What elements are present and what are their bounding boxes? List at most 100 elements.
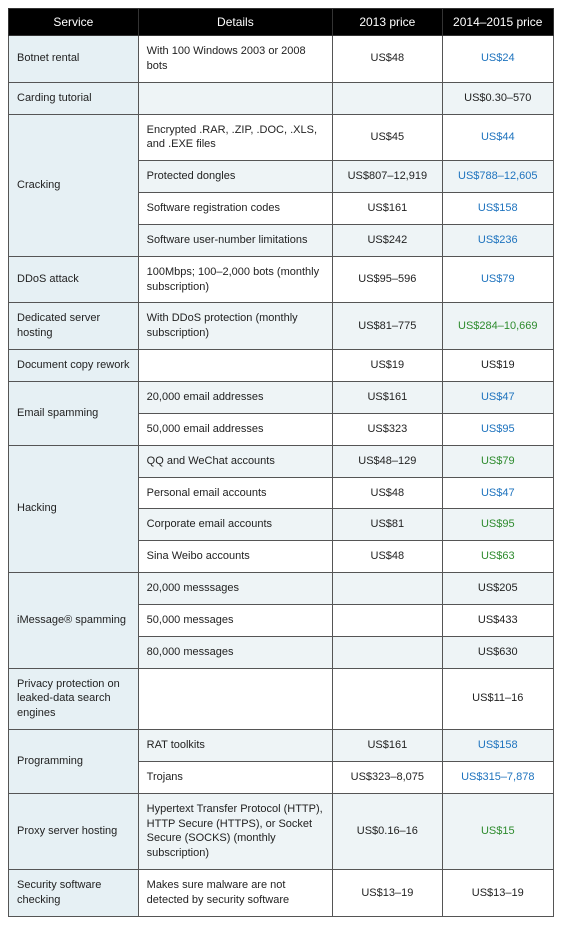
table-row: Email spamming20,000 email addressesUS$1… — [9, 381, 554, 413]
price-2014-cell: US$44 — [442, 114, 553, 161]
details-cell: 80,000 messages — [138, 636, 332, 668]
details-cell: Software user-number limitations — [138, 224, 332, 256]
table-row: Privacy protection on leaked-data search… — [9, 668, 554, 730]
col-2014-2015: 2014–2015 price — [442, 9, 553, 36]
table-row: Document copy reworkUS$19US$19 — [9, 350, 554, 382]
price-2013-cell: US$45 — [333, 114, 442, 161]
price-2013-cell: US$161 — [333, 730, 442, 762]
service-cell: DDoS attack — [9, 256, 139, 303]
table-row: HackingQQ and WeChat accountsUS$48–129US… — [9, 445, 554, 477]
details-cell: Sina Weibo accounts — [138, 541, 332, 573]
pricing-table: Service Details 2013 price 2014–2015 pri… — [8, 8, 554, 917]
service-cell: Carding tutorial — [9, 82, 139, 114]
table-row: Carding tutorial US$0.30–570 — [9, 82, 554, 114]
price-2013-cell: US$0.16–16 — [333, 793, 442, 869]
details-cell: With 100 Windows 2003 or 2008 bots — [138, 36, 332, 83]
service-cell: Security software checking — [9, 870, 139, 917]
table-row: DDoS attack100Mbps; 100–2,000 bots (mont… — [9, 256, 554, 303]
price-2013-cell: US$161 — [333, 193, 442, 225]
price-2013-cell: US$48 — [333, 541, 442, 573]
table-row: CrackingEncrypted .RAR, .ZIP, .DOC, .XLS… — [9, 114, 554, 161]
table-row: iMessage® spamming20,000 messsagesUS$205 — [9, 573, 554, 605]
price-2013-cell: US$81 — [333, 509, 442, 541]
price-2013-cell: US$48 — [333, 477, 442, 509]
table-row: ProgrammingRAT toolkitsUS$161US$158 — [9, 730, 554, 762]
price-2014-cell: US$47 — [442, 477, 553, 509]
table-row: Security software checkingMakes sure mal… — [9, 870, 554, 917]
details-cell: 50,000 messages — [138, 604, 332, 636]
price-2013-cell: US$81–775 — [333, 303, 442, 350]
price-2014-cell: US$630 — [442, 636, 553, 668]
price-2013-cell: US$161 — [333, 381, 442, 413]
service-cell: Programming — [9, 730, 139, 794]
details-cell: Software registration codes — [138, 193, 332, 225]
price-2014-cell: US$0.30–570 — [442, 82, 553, 114]
service-cell: Email spamming — [9, 381, 139, 445]
price-2013-cell — [333, 82, 442, 114]
service-cell: Botnet rental — [9, 36, 139, 83]
table-head: Service Details 2013 price 2014–2015 pri… — [9, 9, 554, 36]
price-2014-cell: US$79 — [442, 445, 553, 477]
service-cell: Privacy protection on leaked-data search… — [9, 668, 139, 730]
details-cell: Hypertext Transfer Protocol (HTTP), HTTP… — [138, 793, 332, 869]
service-cell: Proxy server hosting — [9, 793, 139, 869]
service-cell: Hacking — [9, 445, 139, 572]
price-2013-cell — [333, 573, 442, 605]
details-cell: With DDoS protection (monthly subscripti… — [138, 303, 332, 350]
price-2014-cell: US$284–10,669 — [442, 303, 553, 350]
service-cell: Dedicated server hosting — [9, 303, 139, 350]
service-cell: iMessage® spamming — [9, 573, 139, 669]
price-2014-cell: US$19 — [442, 350, 553, 382]
details-cell — [138, 350, 332, 382]
col-2013: 2013 price — [333, 9, 442, 36]
price-2013-cell — [333, 636, 442, 668]
price-2013-cell: US$48 — [333, 36, 442, 83]
price-2014-cell: US$236 — [442, 224, 553, 256]
price-2014-cell: US$47 — [442, 381, 553, 413]
details-cell: 50,000 email addresses — [138, 413, 332, 445]
details-cell — [138, 668, 332, 730]
price-2014-cell: US$95 — [442, 413, 553, 445]
table-row: Proxy server hostingHypertext Transfer P… — [9, 793, 554, 869]
price-2013-cell: US$48–129 — [333, 445, 442, 477]
price-2014-cell: US$205 — [442, 573, 553, 605]
price-2013-cell — [333, 604, 442, 636]
price-2013-cell: US$242 — [333, 224, 442, 256]
details-cell: 100Mbps; 100–2,000 bots (monthly subscri… — [138, 256, 332, 303]
table-row: Dedicated server hostingWith DDoS protec… — [9, 303, 554, 350]
price-2013-cell: US$807–12,919 — [333, 161, 442, 193]
price-2013-cell: US$19 — [333, 350, 442, 382]
table-row: Botnet rentalWith 100 Windows 2003 or 20… — [9, 36, 554, 83]
price-2013-cell: US$13–19 — [333, 870, 442, 917]
details-cell: Protected dongles — [138, 161, 332, 193]
col-service: Service — [9, 9, 139, 36]
details-cell: Personal email accounts — [138, 477, 332, 509]
service-cell: Cracking — [9, 114, 139, 256]
details-cell — [138, 82, 332, 114]
price-2014-cell: US$315–7,878 — [442, 761, 553, 793]
details-cell: Trojans — [138, 761, 332, 793]
details-cell: QQ and WeChat accounts — [138, 445, 332, 477]
price-2014-cell: US$158 — [442, 730, 553, 762]
price-2014-cell: US$63 — [442, 541, 553, 573]
price-2014-cell: US$433 — [442, 604, 553, 636]
details-cell: Corporate email accounts — [138, 509, 332, 541]
details-cell: RAT toolkits — [138, 730, 332, 762]
price-2013-cell: US$95–596 — [333, 256, 442, 303]
table-body: Botnet rentalWith 100 Windows 2003 or 20… — [9, 36, 554, 917]
price-2014-cell: US$158 — [442, 193, 553, 225]
price-2014-cell: US$15 — [442, 793, 553, 869]
details-cell: 20,000 email addresses — [138, 381, 332, 413]
col-details: Details — [138, 9, 332, 36]
price-2014-cell: US$79 — [442, 256, 553, 303]
price-2014-cell: US$11–16 — [442, 668, 553, 730]
price-2014-cell: US$13–19 — [442, 870, 553, 917]
price-2013-cell — [333, 668, 442, 730]
price-2014-cell: US$788–12,605 — [442, 161, 553, 193]
price-2014-cell: US$24 — [442, 36, 553, 83]
details-cell: 20,000 messsages — [138, 573, 332, 605]
price-2013-cell: US$323–8,075 — [333, 761, 442, 793]
price-2014-cell: US$95 — [442, 509, 553, 541]
details-cell: Makes sure malware are not detected by s… — [138, 870, 332, 917]
price-2013-cell: US$323 — [333, 413, 442, 445]
